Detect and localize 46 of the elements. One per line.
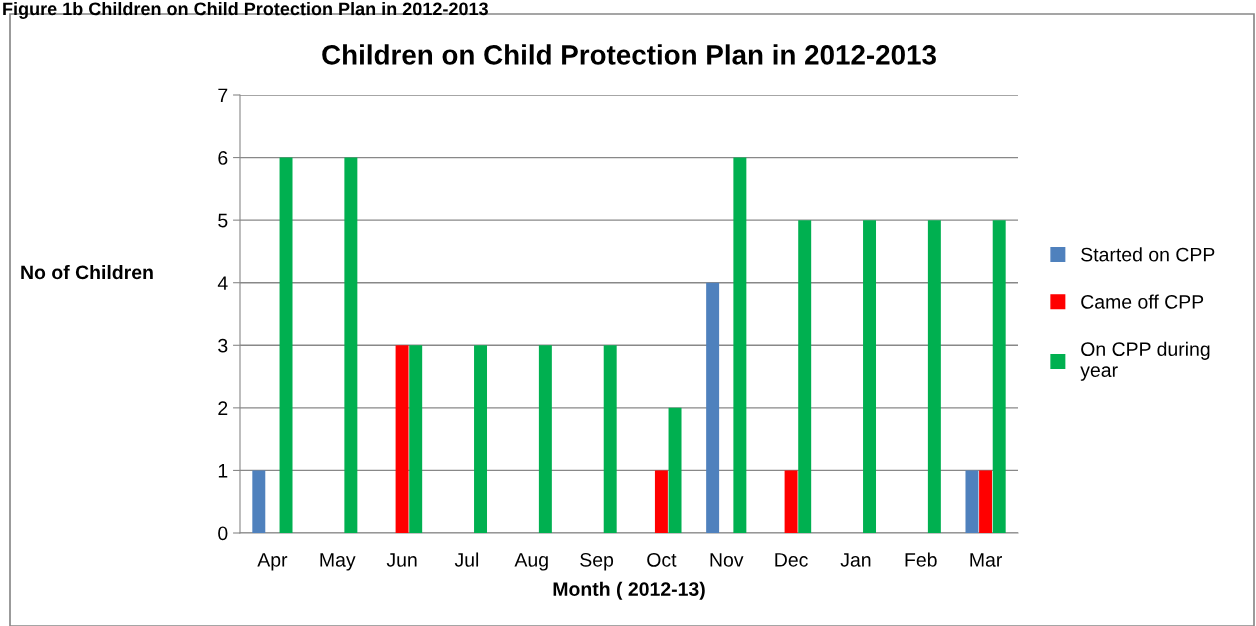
x-tick-label: Sep [580,552,614,571]
bar [863,220,877,533]
y-tick-label: 2 [218,401,228,415]
y-tick-label: 5 [218,213,228,228]
x-tick-label: Dec [775,553,808,567]
bar [654,470,668,533]
bar [538,345,552,533]
x-tick-label: Aug [514,553,548,571]
chart-title: Children on Child Protection Plan in 2012-2013 [322,44,936,65]
x-axis-title: Month ( 2012-13) [553,581,705,600]
bar [344,157,358,533]
x-tick-label: Oct [647,552,677,567]
x-tick-label: Jun [386,553,417,567]
bar [992,220,1006,533]
bar [798,220,812,533]
y-tick-label: 6 [218,151,228,165]
bar [784,470,798,533]
bar [668,407,682,533]
bar [603,345,617,533]
bar [395,345,409,533]
bar [474,345,488,533]
bar [252,470,266,533]
bar [965,470,979,533]
y-tick-label: 4 [217,276,228,290]
legend-label: On CPP during year [1080,341,1210,381]
x-tick-label: Jul [454,552,479,567]
caption: Figure 1b Children on Child Protection Plan in 2012-2013 [3,2,488,19]
bar [733,157,747,533]
bar [409,345,423,533]
legend-label: Came off CPP [1081,294,1204,309]
x-tick-label: Jan [840,553,871,567]
y-tick-label: 1 [218,464,228,478]
y-tick-label: 0 [218,526,228,541]
y-axis-title: No of Children [21,264,153,280]
x-tick-label: Mar [970,553,1003,567]
bar [927,220,941,533]
x-tick-label: Apr [257,553,288,571]
bar [279,157,293,533]
legend-label: Started on CPP [1081,247,1215,262]
y-tick-label: 7 [218,88,228,103]
x-tick-label: Nov [710,553,744,567]
bar [706,282,720,533]
y-tick-label: 3 [218,338,228,353]
x-tick-label: Feb [905,552,937,567]
x-tick-label: May [320,553,356,571]
bar [979,470,993,533]
